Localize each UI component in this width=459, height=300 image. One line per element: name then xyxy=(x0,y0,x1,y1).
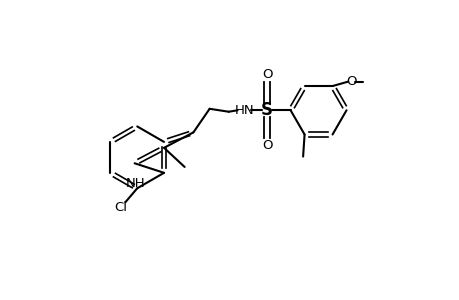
Text: Cl: Cl xyxy=(114,201,127,214)
Text: O: O xyxy=(346,75,356,88)
Text: O: O xyxy=(261,139,272,152)
Text: HN: HN xyxy=(235,104,254,117)
Text: S: S xyxy=(260,101,273,119)
Text: O: O xyxy=(261,68,272,81)
Text: NH: NH xyxy=(125,177,145,190)
